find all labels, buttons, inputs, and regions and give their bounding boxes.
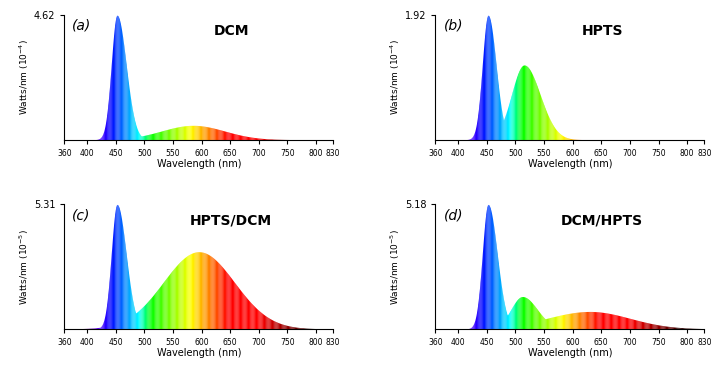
Text: DCM: DCM [213,24,249,38]
Y-axis label: Watts/nm (10$^{-4}$): Watts/nm (10$^{-4}$) [389,39,402,115]
Text: (d): (d) [443,208,463,222]
X-axis label: Wavelength (nm): Wavelength (nm) [157,159,241,169]
Text: HPTS/DCM: HPTS/DCM [190,213,272,227]
Text: (b): (b) [443,19,463,33]
Text: (a): (a) [72,19,92,33]
Text: HPTS: HPTS [581,24,623,38]
X-axis label: Wavelength (nm): Wavelength (nm) [157,348,241,358]
X-axis label: Wavelength (nm): Wavelength (nm) [528,159,612,169]
X-axis label: Wavelength (nm): Wavelength (nm) [528,348,612,358]
Y-axis label: Watts/nm (10$^{-5}$): Watts/nm (10$^{-5}$) [389,229,402,305]
Text: DCM/HPTS: DCM/HPTS [561,213,644,227]
Y-axis label: Watts/nm (10$^{-4}$): Watts/nm (10$^{-4}$) [18,39,31,115]
Text: (c): (c) [72,208,91,222]
Y-axis label: Watts/nm (10$^{-5}$): Watts/nm (10$^{-5}$) [18,229,31,305]
